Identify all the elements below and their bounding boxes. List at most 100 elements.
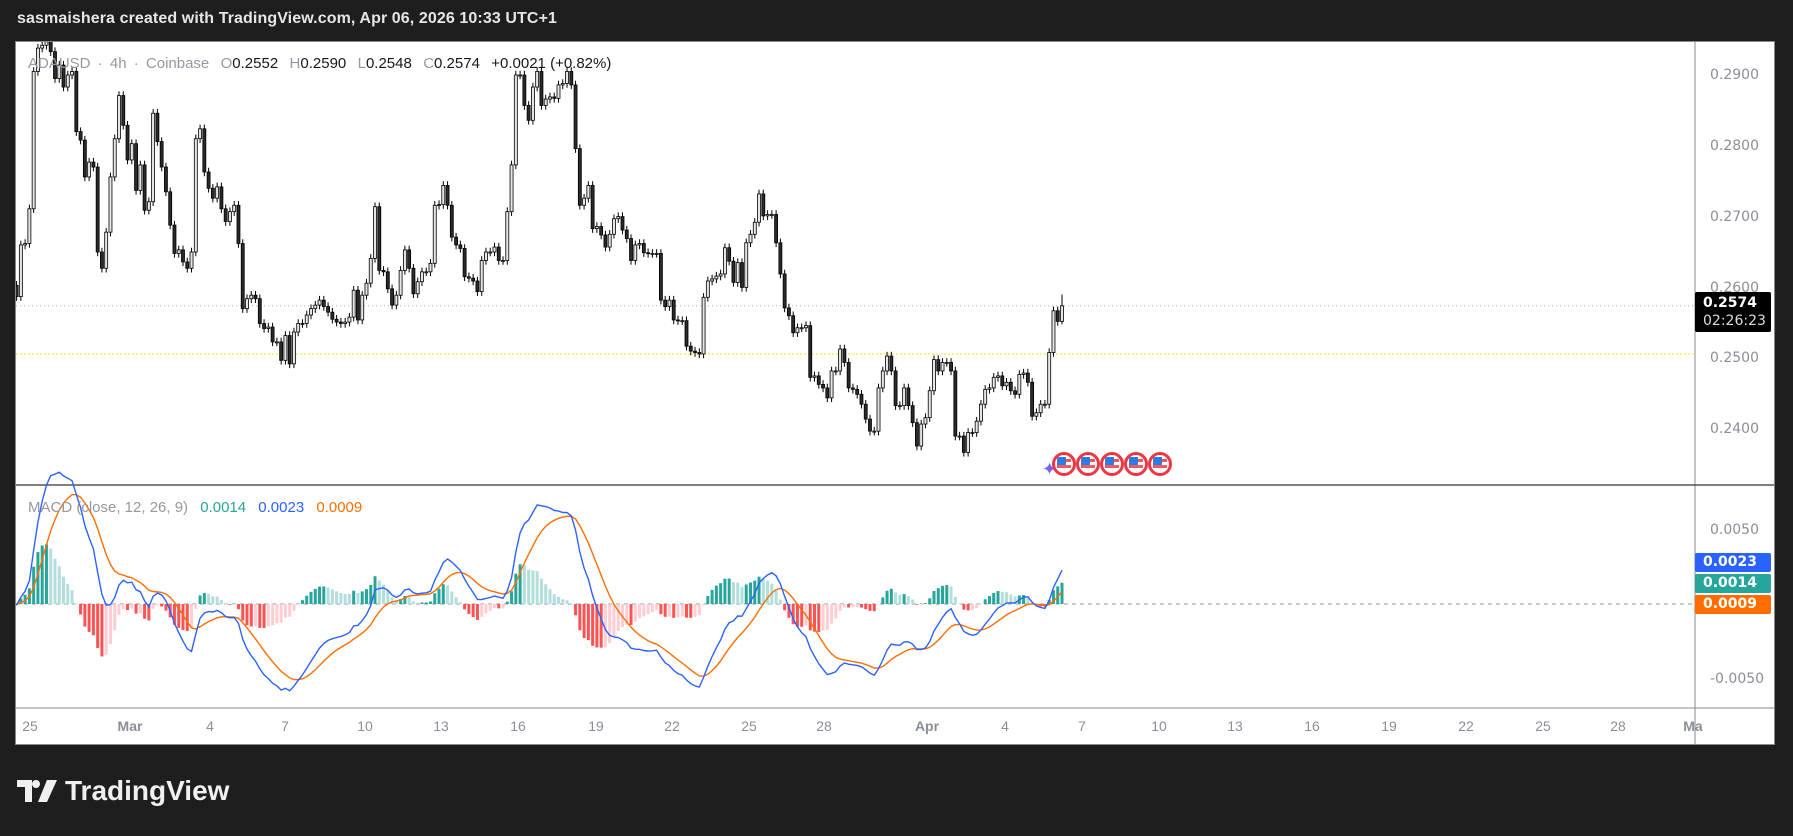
candle-down	[863, 403, 868, 420]
candle-up	[556, 84, 561, 99]
macd-histogram-bar	[778, 599, 782, 604]
candle-down	[808, 325, 813, 378]
candle-up	[744, 242, 749, 288]
candle-down	[1025, 372, 1030, 383]
macd-histogram-bar	[437, 588, 441, 604]
candle-down	[206, 171, 211, 189]
us-flag-icon[interactable]	[1052, 452, 1076, 476]
macd-histogram-bar	[403, 595, 407, 604]
macd-histogram-bar	[987, 596, 991, 604]
high-value: 0.2590	[300, 55, 347, 72]
candle-up	[944, 362, 949, 364]
macd-line	[16, 471, 1063, 692]
macd-histogram-bar	[881, 597, 885, 604]
macd-histogram-bar	[821, 604, 825, 631]
macd-histogram-bar	[377, 580, 381, 604]
macd-histogram-bar	[441, 584, 445, 604]
macd-histogram-bar	[531, 570, 535, 604]
macd-histogram-bar	[190, 604, 194, 628]
symbol-name[interactable]: ADAUSD	[28, 55, 91, 72]
candle-up	[804, 325, 808, 329]
macd-histogram-bar	[885, 590, 889, 604]
candle-up	[565, 71, 569, 84]
candle-up	[833, 370, 838, 373]
candle-down	[577, 148, 582, 206]
candle-up	[701, 296, 706, 355]
macd-histogram-bar	[932, 590, 936, 604]
candle-up	[304, 314, 309, 324]
candle-up	[343, 321, 348, 324]
macd-histogram-bar	[292, 604, 296, 611]
macd-histogram-bar	[19, 598, 23, 604]
candle-up	[215, 186, 220, 199]
candle-up	[1043, 403, 1047, 406]
time-axis-label: 22	[1458, 718, 1474, 734]
macd-histogram-bar	[962, 604, 966, 610]
macd-histogram-bar	[143, 604, 147, 619]
interval[interactable]: 4h	[109, 55, 127, 72]
macd-histogram-bar	[96, 604, 100, 648]
candle-down	[740, 262, 744, 288]
macd-histogram-bar	[271, 604, 275, 626]
macd-line-tag: 0.0023	[1695, 553, 1771, 572]
candle-down	[53, 51, 57, 79]
price-axis[interactable]: 0.2900 0.2800 0.2700 0.2600 0.2500 0.240…	[1695, 42, 1774, 708]
us-flag-icon[interactable]	[1100, 452, 1124, 476]
candle-up	[44, 42, 49, 46]
candle-up	[560, 83, 565, 86]
candle-up	[983, 388, 988, 405]
us-flag-icon[interactable]	[1148, 452, 1172, 476]
candle-up	[232, 204, 237, 213]
macd-histogram-bar	[194, 604, 198, 609]
macd-histogram-bar	[232, 604, 236, 605]
macd-histogram-bar	[91, 604, 95, 636]
macd-histogram-bar	[49, 548, 53, 604]
us-flag-icon[interactable]	[1124, 452, 1148, 476]
time-axis[interactable]: 25 Mar 4 7 10 13 16 19 22 25 28 Apr 4 7 10 13 16 19 22 25 28…	[16, 708, 1703, 744]
chart-frame[interactable]: ADAUSD · 4h · Coinbase O0.2552 H0.2590 L…	[15, 41, 1775, 745]
macd-histogram-bar	[851, 604, 855, 608]
us-flag-icon[interactable]	[1076, 452, 1100, 476]
macd-histogram-bar	[569, 603, 573, 605]
macd-histogram-bar	[800, 604, 804, 627]
candle-up	[309, 308, 313, 316]
macd-histogram-bar	[23, 594, 27, 604]
macd-histogram-bar	[825, 604, 829, 630]
candle-up	[1004, 381, 1009, 387]
macd-title[interactable]: MACD (close, 12, 26, 9)	[28, 499, 189, 516]
macd-histogram-bar	[791, 604, 795, 625]
macd-histogram-bar	[275, 604, 279, 624]
macd-histogram-bar	[761, 578, 765, 604]
chart-canvas[interactable]	[16, 42, 1775, 745]
time-axis-label: Mar	[117, 718, 143, 734]
candle-down	[236, 204, 241, 244]
macd-histogram-bar	[906, 596, 910, 604]
macd-histogram-bar	[898, 594, 902, 604]
candle-down	[851, 387, 855, 390]
macd-histogram-bar	[996, 591, 1000, 604]
macd-histogram-bar	[463, 604, 467, 610]
candle-up	[979, 403, 983, 422]
candle-up	[360, 294, 365, 321]
macd-histogram-bar	[505, 601, 509, 604]
candle-up	[176, 249, 181, 254]
candle-up	[368, 257, 373, 284]
macd-histogram-bar	[117, 604, 121, 616]
candle-up	[1021, 372, 1026, 375]
candle-down	[407, 249, 412, 269]
candle-down	[91, 161, 96, 168]
macd-histogram-bar	[53, 558, 57, 604]
macd-histogram-bar	[1005, 592, 1009, 604]
macd-histogram-bar	[326, 587, 330, 604]
price-axis-label: 0.2900	[1710, 67, 1759, 83]
candle-up	[57, 64, 62, 79]
candle-up	[283, 335, 288, 361]
candle-up	[274, 341, 279, 344]
macd-histogram-bar	[360, 591, 364, 604]
macd-histogram-bar	[480, 604, 484, 617]
candle-up	[612, 218, 616, 235]
macd-histogram-bar	[262, 604, 266, 628]
macd-histogram-bar	[787, 604, 791, 618]
change-value: +0.0021 (+0.82%)	[491, 55, 612, 72]
macd-histogram-tag: 0.0014	[1695, 574, 1771, 593]
